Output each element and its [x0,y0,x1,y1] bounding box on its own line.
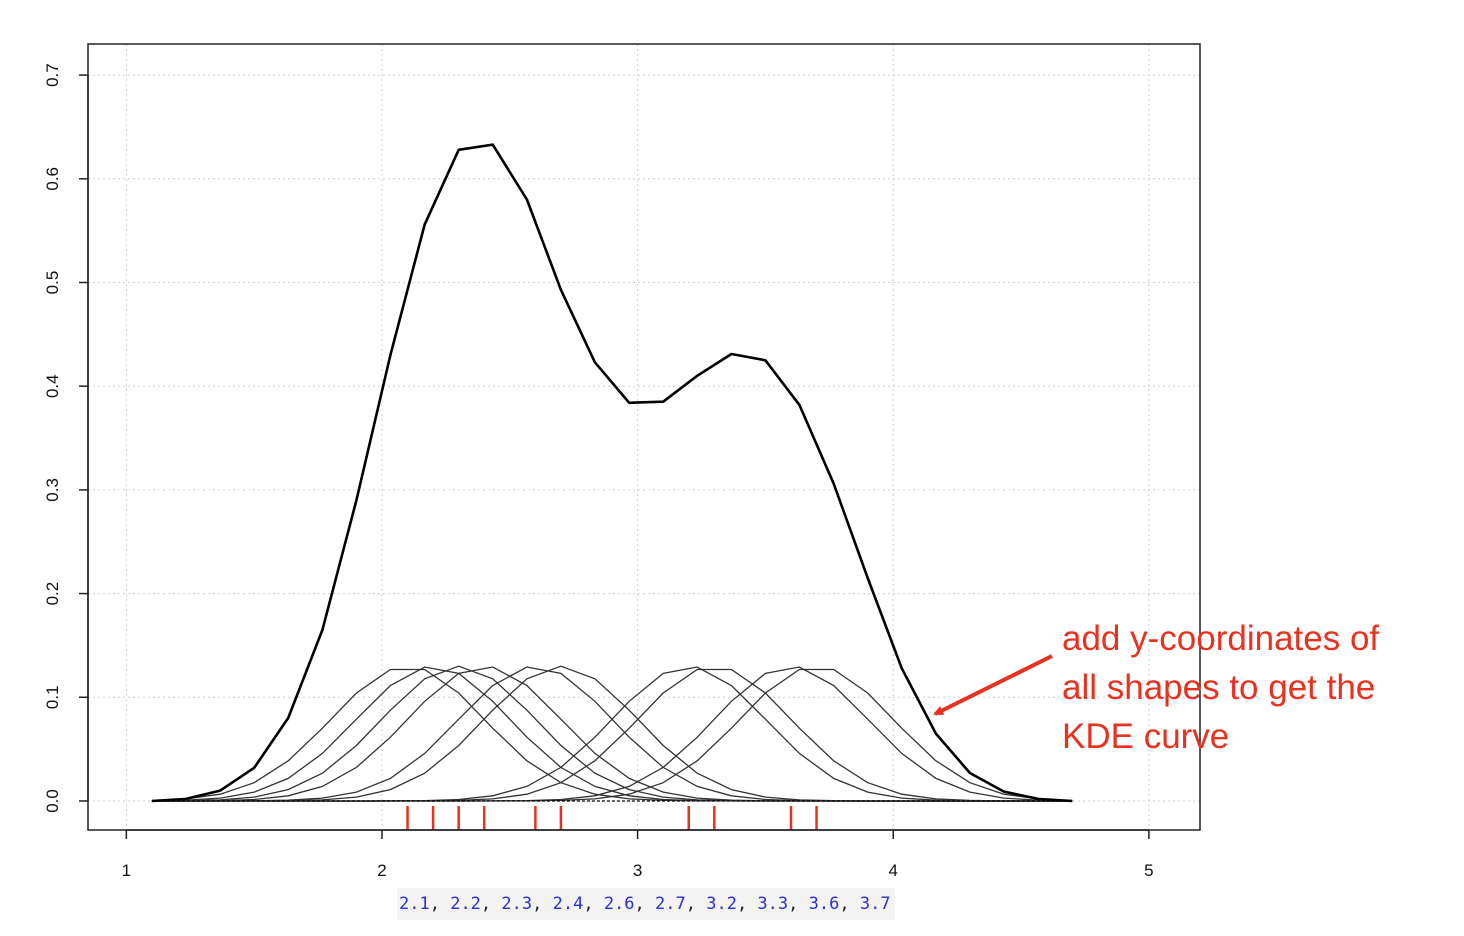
sample-separator: , [532,894,553,914]
kernel-curve [151,668,1073,802]
annotation-arrow [933,654,1053,716]
x-axis: 1 2 3 4 5 [122,829,1154,880]
y-tick-label: 0.0 [43,789,62,813]
sample-value: 2.1 [399,894,430,914]
sample-separator: , [480,894,502,914]
kde-curve-group [151,143,1073,803]
kde-curve [151,143,1073,803]
y-tick-label: 0.2 [43,582,62,606]
sample-separator: , [429,894,451,914]
y-axis: 0.0 0.1 0.2 0.3 0.4 0.5 0.6 0.7 [43,63,89,813]
sample-separator: , [788,894,809,914]
y-tick-label: 0.6 [43,167,62,191]
sample-value: 2.6 [603,894,635,914]
sample-value: 3.7 [859,894,891,914]
sample-separator: , [839,894,860,914]
y-tick-label: 0.5 [43,271,62,295]
annotation-text: add y-coordinates of all shapes to get t… [1062,614,1462,761]
sample-value: 2.2 [450,894,481,914]
sample-separator: , [634,894,656,914]
sample-value: 3.6 [808,894,840,914]
x-tick-label: 4 [889,861,898,880]
sample-separator: , [736,894,758,914]
x-tick-label: 2 [377,861,386,880]
x-tick-label: 5 [1144,861,1153,880]
kernel-curve [151,665,1073,802]
sample-value: 3.3 [757,894,789,914]
y-tick-label: 0.4 [43,374,62,398]
sample-value: 3.2 [706,894,737,914]
y-tick-label: 0.1 [43,685,62,709]
annotation-line-1: add y-coordinates of [1062,619,1380,658]
annotation-line-2: all shapes to get the [1062,668,1376,707]
x-tick-label: 3 [633,861,642,880]
y-tick-label: 0.3 [43,478,62,502]
sample-value: 2.4 [552,894,584,914]
sample-value: 2.7 [655,894,686,914]
y-tick-label: 0.7 [43,63,62,87]
sample-value: 2.3 [501,894,533,914]
x-tick-label: 1 [122,861,131,880]
grid-lines [88,44,1200,830]
sample-values-strip: 2.1, 2.2, 2.3, 2.4, 2.6, 2.7, 3.2, 3.3, … [397,888,895,920]
kernel-curves [151,665,1073,802]
rug-marks [406,806,818,830]
sample-separator: , [685,894,707,914]
sample-separator: , [583,894,604,914]
annotation-line-3: KDE curve [1062,717,1230,756]
